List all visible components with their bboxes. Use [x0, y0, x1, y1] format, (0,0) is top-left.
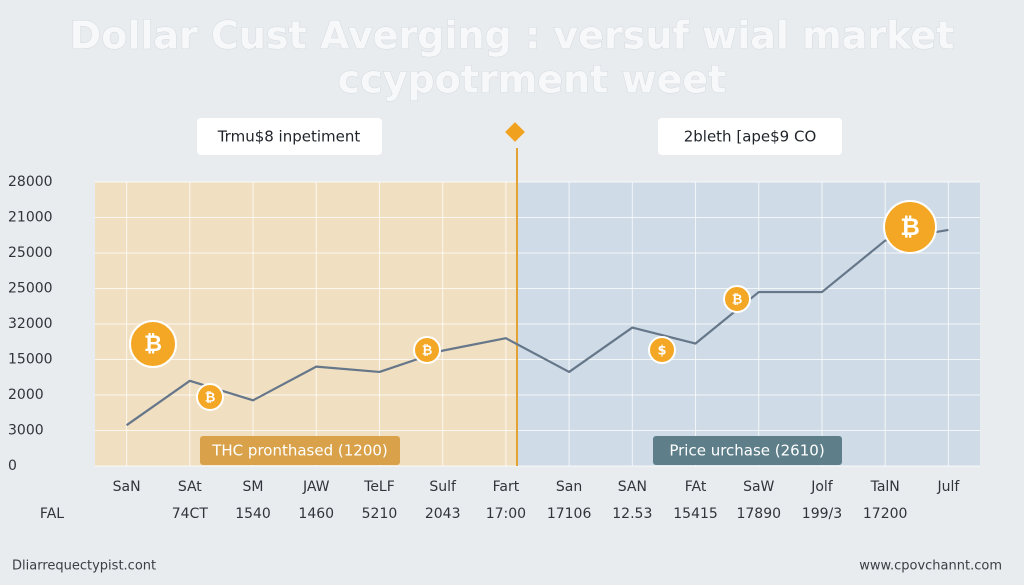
x-tick-label: Sulf — [429, 479, 457, 495]
x-sub-label: 1460 — [298, 506, 334, 522]
x-sub-label: 17200 — [863, 506, 908, 522]
line — [125, 228, 949, 427]
coin-icon — [413, 336, 441, 364]
x-tick-label: Fart — [493, 479, 520, 495]
x-tick-label: SAN — [618, 479, 647, 495]
annotation-box — [658, 118, 842, 155]
coin-icon — [723, 285, 751, 313]
x-tick-label: Julf — [936, 479, 960, 495]
coin-symbol: ₿ — [900, 213, 920, 241]
x-sub-label: FAL — [40, 506, 64, 522]
footer-left: Dliarrequectypist.cont — [12, 559, 156, 574]
x-tick-label: SaN — [113, 479, 141, 495]
coin-symbol: ₿ — [732, 293, 743, 308]
chart-title: Dollar Cust Averging : versuf wial marke… — [70, 14, 955, 58]
x-tick-label: Jolf — [810, 479, 834, 495]
coin-icon — [648, 336, 676, 364]
y-tick-label: 0 — [8, 458, 17, 474]
y-tick-label: 3000 — [8, 423, 44, 439]
button-label[interactable]: THC pronthased (1200) — [211, 442, 388, 460]
x-sub-label: 74CT — [172, 506, 209, 522]
x-sub-label: 12.53 — [612, 506, 652, 522]
x-sub-label: 5210 — [362, 506, 398, 522]
x-tick-label: TeLF — [363, 479, 395, 495]
x-sub-label: 1540 — [235, 506, 271, 522]
y-tick-label: 15000 — [8, 352, 53, 368]
x-sub-label: 199/3 — [802, 506, 842, 522]
x-tick-label: TalN — [870, 479, 900, 495]
y-tick-label: 25000 — [8, 281, 53, 297]
chart-subtitle: ccypotrment weet — [338, 58, 727, 102]
coin-icon — [883, 200, 937, 254]
annotation: 2bleth [ape$9 CO — [684, 128, 817, 146]
x-sub-label: 17:00 — [486, 506, 526, 522]
x-sub-label: 15415 — [673, 506, 718, 522]
x-tick-label: JAW — [302, 479, 330, 495]
coin-symbol: $ — [657, 344, 666, 359]
button-label[interactable]: Price urchase (2610) — [669, 442, 824, 460]
coin-symbol: ₿ — [205, 391, 216, 406]
x-tick-label: SaW — [743, 479, 774, 495]
y-tick-label: 21000 — [8, 210, 53, 226]
y-tick-label: 32000 — [8, 316, 53, 332]
coin-symbol: ₿ — [144, 332, 162, 357]
x-tick-label: SAt — [178, 479, 202, 495]
x-sub-label: 17106 — [547, 506, 592, 522]
annotation-box — [197, 118, 382, 155]
coin-symbols: ₿ ₿ ₿ $ ₿ ₿ — [144, 213, 920, 406]
y-tick-label: 2000 — [8, 387, 44, 403]
x-sub-label: 2043 — [425, 506, 461, 522]
x-tick-label: SM — [243, 479, 264, 495]
coin-icon — [129, 320, 177, 368]
x-tick-label: San — [556, 479, 582, 495]
button[interactable] — [200, 436, 400, 465]
button[interactable] — [653, 436, 842, 465]
annotation: Trmu$8 inpetiment — [217, 128, 361, 146]
x-sub-label: 17890 — [736, 506, 781, 522]
y-tick-label: 28000 — [8, 174, 53, 190]
coin-icon — [196, 383, 224, 411]
footer-right: www.cpovchannt.com — [859, 559, 1002, 574]
coin-icons — [129, 200, 937, 411]
coin-symbol: ₿ — [422, 344, 433, 359]
x-tick-label: FAt — [685, 479, 707, 495]
y-tick-label: 25000 — [8, 245, 53, 261]
